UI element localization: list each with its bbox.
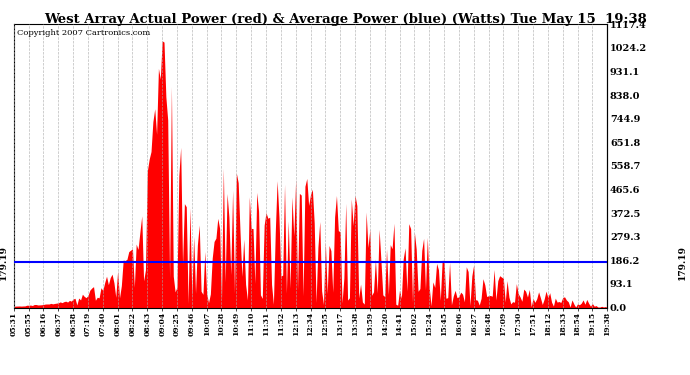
Text: 179.19: 179.19 xyxy=(0,244,8,280)
Text: Copyright 2007 Cartronics.com: Copyright 2007 Cartronics.com xyxy=(17,28,150,37)
Text: 179.19: 179.19 xyxy=(678,244,687,280)
Text: West Array Actual Power (red) & Average Power (blue) (Watts) Tue May 15  19:38: West Array Actual Power (red) & Average … xyxy=(43,13,647,26)
